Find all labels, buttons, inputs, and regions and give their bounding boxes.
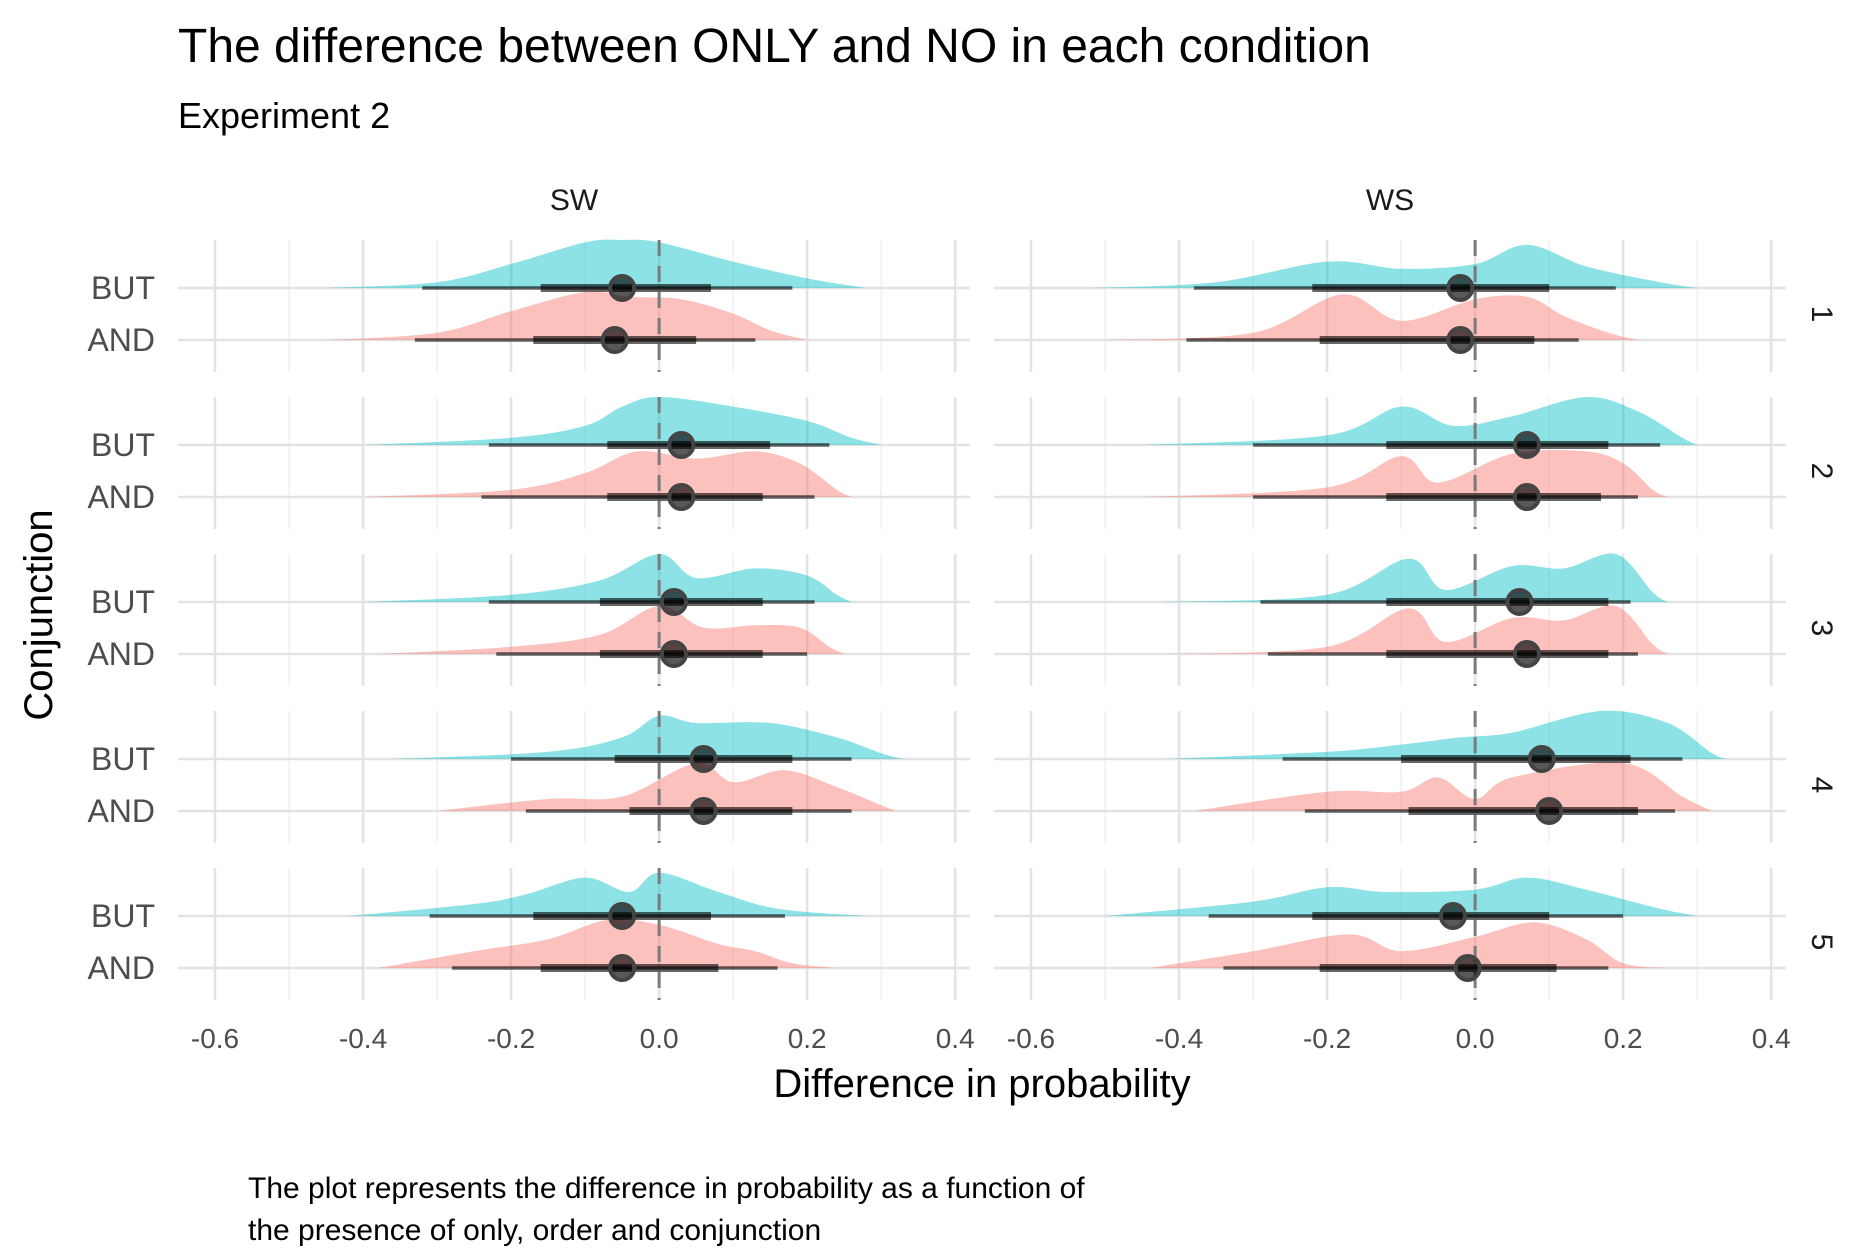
density-and bbox=[437, 762, 896, 811]
x-tick-label: 0.2 bbox=[1604, 1023, 1643, 1054]
point-estimate-but bbox=[689, 745, 718, 773]
column-strip-sw: SW bbox=[550, 184, 599, 217]
point-estimate-and bbox=[1512, 483, 1541, 511]
density-but bbox=[1164, 553, 1668, 602]
row-strip-2: 2 bbox=[1805, 463, 1838, 480]
chart-subtitle: Experiment 2 bbox=[178, 95, 390, 136]
point-estimate-but bbox=[667, 431, 696, 459]
row-strip-5: 5 bbox=[1805, 934, 1838, 951]
point-estimate-and bbox=[600, 326, 629, 354]
point-estimate-and bbox=[689, 797, 718, 825]
caption-line-1: The plot represents the difference in pr… bbox=[248, 1172, 1085, 1205]
x-tick-label: 0.4 bbox=[936, 1023, 975, 1054]
point-estimate-and bbox=[1512, 640, 1541, 668]
row-strip-4: 4 bbox=[1805, 777, 1838, 794]
x-tick-label: 0.2 bbox=[788, 1023, 827, 1054]
density-but bbox=[326, 239, 867, 288]
y-tick-label-and: AND bbox=[87, 479, 155, 515]
panels: SW WS 1 2 3 4 5 BUT AND BUT AND BUT AND BUT AND BUT AND -… bbox=[87, 184, 1838, 1054]
y-tick-label-and: AND bbox=[87, 793, 155, 829]
point-estimate-but bbox=[608, 902, 637, 930]
point-estimate-but bbox=[608, 274, 637, 302]
y-tick-label-but: BUT bbox=[91, 741, 155, 777]
x-tick-label: -0.6 bbox=[1007, 1023, 1055, 1054]
point-estimate-but bbox=[1438, 902, 1467, 930]
density-and bbox=[363, 451, 852, 497]
density-but bbox=[1105, 877, 1698, 916]
point-estimate-but bbox=[1446, 274, 1475, 302]
x-tick-label: -0.2 bbox=[1303, 1023, 1351, 1054]
point-estimate-and bbox=[1446, 326, 1475, 354]
row-strip-1: 1 bbox=[1805, 306, 1838, 323]
point-estimate-and bbox=[659, 640, 688, 668]
y-tick-label-but: BUT bbox=[91, 270, 155, 306]
y-tick-label-and: AND bbox=[87, 950, 155, 986]
density-but bbox=[1090, 244, 1698, 288]
x-tick-label: 0.0 bbox=[640, 1023, 679, 1054]
density-and bbox=[326, 291, 808, 340]
x-tick-label: -0.6 bbox=[191, 1023, 239, 1054]
x-tick-label: -0.4 bbox=[1155, 1023, 1203, 1054]
density-and bbox=[377, 919, 837, 968]
x-tick-label: -0.2 bbox=[487, 1023, 535, 1054]
density-but bbox=[1164, 710, 1727, 759]
point-estimate-but bbox=[1527, 745, 1556, 773]
point-estimate-but bbox=[659, 588, 688, 616]
y-tick-label-and: AND bbox=[87, 322, 155, 358]
y-tick-label-and: AND bbox=[87, 636, 155, 672]
y-tick-label-but: BUT bbox=[91, 427, 155, 463]
y-tick-label-but: BUT bbox=[91, 584, 155, 620]
density-but bbox=[363, 553, 852, 602]
caption-line-2: the presence of only, order and conjunct… bbox=[248, 1214, 821, 1247]
density-and bbox=[1149, 922, 1668, 968]
density-and bbox=[1105, 294, 1638, 340]
density-but bbox=[348, 872, 867, 916]
row-strip-3: 3 bbox=[1805, 620, 1838, 637]
point-estimate-and bbox=[1535, 797, 1564, 825]
chart-title: The difference between ONLY and NO in ea… bbox=[178, 20, 1371, 73]
density-and bbox=[1164, 605, 1668, 654]
x-axis-title: Difference in probability bbox=[773, 1062, 1190, 1106]
y-tick-label-but: BUT bbox=[91, 898, 155, 934]
point-estimate-and bbox=[608, 954, 637, 982]
column-strip-ws: WS bbox=[1366, 184, 1414, 217]
y-axis-title: Conjunction bbox=[17, 509, 61, 720]
density-and bbox=[377, 605, 845, 654]
density-but bbox=[392, 715, 904, 759]
x-tick-label: 0.0 bbox=[1456, 1023, 1495, 1054]
density-but bbox=[363, 397, 882, 445]
x-tick-label: -0.4 bbox=[339, 1023, 387, 1054]
point-estimate-and bbox=[1453, 954, 1482, 982]
density-and bbox=[1142, 450, 1668, 497]
density-but bbox=[1142, 396, 1698, 445]
point-estimate-but bbox=[1512, 431, 1541, 459]
point-estimate-but bbox=[1505, 588, 1534, 616]
density-and bbox=[1193, 762, 1712, 811]
x-tick-label: 0.4 bbox=[1752, 1023, 1791, 1054]
point-estimate-and bbox=[667, 483, 696, 511]
